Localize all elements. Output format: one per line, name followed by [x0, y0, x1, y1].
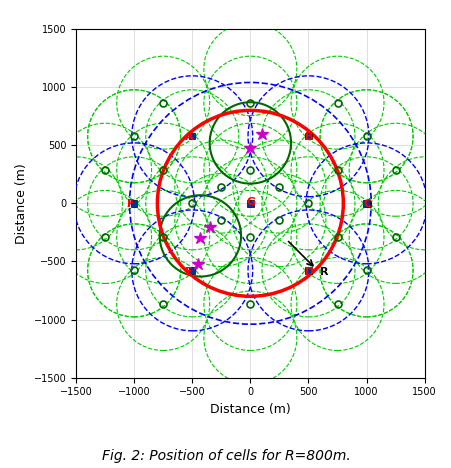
- FancyBboxPatch shape: [131, 200, 137, 206]
- FancyBboxPatch shape: [189, 267, 195, 274]
- FancyBboxPatch shape: [304, 267, 311, 274]
- FancyBboxPatch shape: [247, 200, 253, 206]
- Text: E: E: [184, 267, 192, 277]
- Text: C: C: [363, 199, 371, 210]
- Text: B: B: [305, 132, 313, 142]
- Text: Fig. 2: Position of cells for R=800m.: Fig. 2: Position of cells for R=800m.: [101, 449, 350, 463]
- FancyBboxPatch shape: [363, 200, 369, 206]
- Text: A: A: [184, 132, 193, 142]
- Text: F: F: [127, 199, 134, 210]
- Text: G: G: [246, 197, 256, 207]
- Text: R: R: [319, 267, 327, 277]
- FancyBboxPatch shape: [304, 133, 311, 139]
- FancyBboxPatch shape: [189, 133, 195, 139]
- Y-axis label: Distance (m): Distance (m): [15, 163, 28, 244]
- X-axis label: Distance (m): Distance (m): [210, 403, 290, 416]
- Text: D: D: [304, 267, 313, 277]
